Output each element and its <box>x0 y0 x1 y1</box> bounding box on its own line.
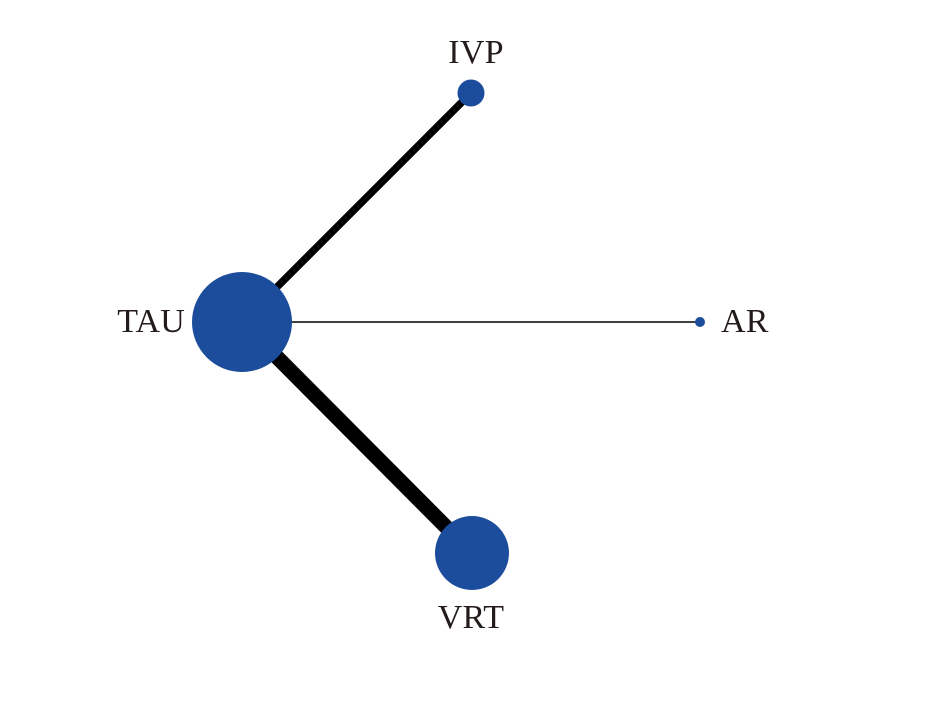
node-vrt[interactable] <box>435 516 509 590</box>
edge-tau-vrt[interactable] <box>236 316 478 559</box>
edge-layer <box>236 90 700 559</box>
node-ar[interactable] <box>695 317 705 327</box>
node-label-ar: AR <box>721 303 769 340</box>
node-ivp[interactable] <box>457 79 485 107</box>
node-label-tau: TAU <box>117 303 185 340</box>
node-tau[interactable] <box>192 272 292 372</box>
node-label-ivp: IVP <box>448 34 504 71</box>
edge-tau-ivp[interactable] <box>239 90 474 325</box>
node-layer <box>192 79 705 590</box>
node-label-vrt: VRT <box>437 599 505 636</box>
